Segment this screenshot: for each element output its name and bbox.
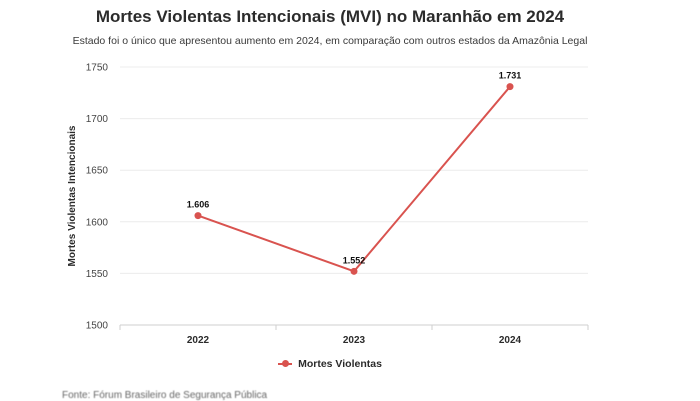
- data-label: 1.552: [343, 255, 366, 265]
- legend-dot: [282, 360, 290, 367]
- data-label: 1.606: [187, 200, 210, 210]
- y-tick-label: 1750: [86, 63, 109, 74]
- series-group: 1.606 1.552 1.731: [187, 71, 522, 275]
- y-tick-label: 1550: [86, 269, 109, 280]
- y-axis-label: Mortes Violentas Intencionais: [67, 125, 78, 266]
- x-axis-ticks: 2022 2023 2024: [119, 325, 589, 346]
- legend-label: Mortes Violentas: [298, 358, 382, 370]
- y-tick-label: 1650: [86, 166, 109, 177]
- y-axis-ticks: 1500 1550 1600 1650 1700 1750: [86, 63, 109, 332]
- y-tick-label: 1700: [86, 114, 109, 125]
- x-tick-label: 2024: [499, 335, 522, 346]
- y-tick-label: 1600: [86, 217, 109, 228]
- source-note: Fonte: Fórum Brasileiro de Segurança Púb…: [62, 390, 268, 401]
- legend[interactable]: Mortes Violentas: [0, 358, 660, 370]
- chart-subtitle: Estado foi o único que apresentou aument…: [72, 35, 588, 47]
- x-tick-label: 2023: [343, 335, 366, 346]
- chart-title: Mortes Violentas Intencionais (MVI) no M…: [95, 7, 565, 26]
- data-point: [350, 267, 358, 275]
- grid-lines: [120, 66, 588, 326]
- legend-swatch: [278, 360, 293, 367]
- series-line: [197, 85, 511, 273]
- y-tick-label: 1500: [86, 321, 109, 332]
- data-point: [506, 83, 514, 91]
- data-point: [194, 212, 202, 220]
- data-label: 1.731: [499, 71, 522, 81]
- x-tick-label: 2022: [187, 335, 210, 346]
